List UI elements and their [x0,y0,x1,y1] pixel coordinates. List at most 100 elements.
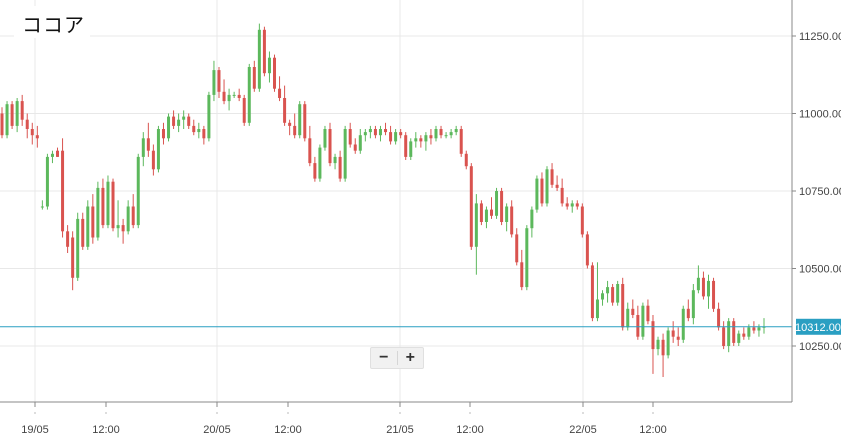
x-tick-label: 22/05 [569,424,597,436]
candle-body [207,94,211,139]
candle-body [151,150,155,170]
candle-body [621,284,625,328]
y-tick-label: 10250.00 [799,341,841,353]
candle-body [328,129,332,164]
candle-body [192,125,196,133]
candle-body [525,228,529,288]
candle-body [217,70,221,92]
candle-body [363,132,367,136]
candle-body [585,234,589,266]
candle-body [333,156,337,164]
candle-body [706,280,710,297]
candle-body [343,129,347,179]
candle-body [172,116,176,126]
candle-body [141,138,145,157]
y-axis-ticks: 11250.00 11000.00 10750.00 10500.00 10250.00 [792,31,841,353]
candle-body [177,119,181,126]
candle-body [616,284,620,303]
candle-body [500,191,504,222]
candle-body [449,132,453,136]
candle-body [76,218,80,278]
candle-body [323,129,327,148]
grid-lines [0,0,792,402]
candle-body [91,206,95,238]
candle-body [464,153,468,167]
candle-body [318,147,322,179]
candle-body [469,166,473,247]
candle-body [378,129,382,136]
candle-body [313,163,317,179]
candle-body [86,206,90,247]
candle-body [545,169,549,204]
candle-body [590,265,594,319]
candle-body [505,206,509,222]
candle-body [671,330,675,337]
candle-body [187,116,191,126]
candle-body [202,129,206,139]
zoom-controls: − + [370,347,424,369]
candle-body [636,315,640,337]
candle-body [641,305,645,337]
axes [0,0,793,403]
candle-body [646,305,650,322]
candle-body [560,187,564,204]
candle-body [404,135,408,157]
candle-body [182,116,186,120]
candle-body [495,191,499,216]
candle-body [666,330,670,356]
candle-body [434,129,438,139]
candle-body [0,113,4,136]
candle-body [712,280,716,309]
x-tick-label: 19/05 [21,424,49,436]
candle-body [530,209,534,229]
instrument-title: ココア [22,13,85,37]
candle-body [651,321,655,350]
candle-body [111,181,115,229]
candle-body [611,287,615,303]
candle-body [131,206,135,226]
candle-body [727,321,731,346]
candle-body [308,138,312,164]
candle-body [384,129,388,133]
candle-body [535,178,539,210]
y-tick-label: 11250.00 [799,31,841,43]
candle-body [424,135,428,142]
candle-body [580,206,584,235]
x-tick-label: 21/05 [386,424,414,436]
candle-body [479,203,483,222]
current-price-label: 10312.00 [795,322,841,334]
candle-body [71,237,75,278]
candle-body [252,67,256,89]
x-tick-label: 12:00 [456,424,484,436]
candle-body [338,156,342,179]
candle-body [686,308,690,319]
candle-body [156,129,160,170]
candle-body [540,178,544,204]
candle-body [167,116,171,139]
candle-body [30,129,34,136]
zoom-in-button[interactable]: + [405,349,415,366]
candle-body [454,129,458,133]
candle-body [681,308,685,340]
candle-body [631,308,635,315]
candle-body [20,101,24,120]
x-tick-label: 12:00 [274,424,302,436]
candle-body [419,138,423,142]
zoom-out-button[interactable]: − [379,349,389,366]
candle-body [242,98,246,123]
candle-body [399,132,403,136]
candle-body [752,327,756,331]
candle-body [747,327,751,337]
candle-body [303,104,307,139]
candle-body [389,132,393,142]
candle-body [565,203,569,207]
candle-body [732,321,736,343]
candle-body [121,225,125,232]
candle-body [96,187,100,238]
candle-body [742,333,746,337]
candle-body [50,153,54,157]
candle-body [278,88,282,98]
candle-body [570,203,574,207]
candle-body [439,129,443,136]
